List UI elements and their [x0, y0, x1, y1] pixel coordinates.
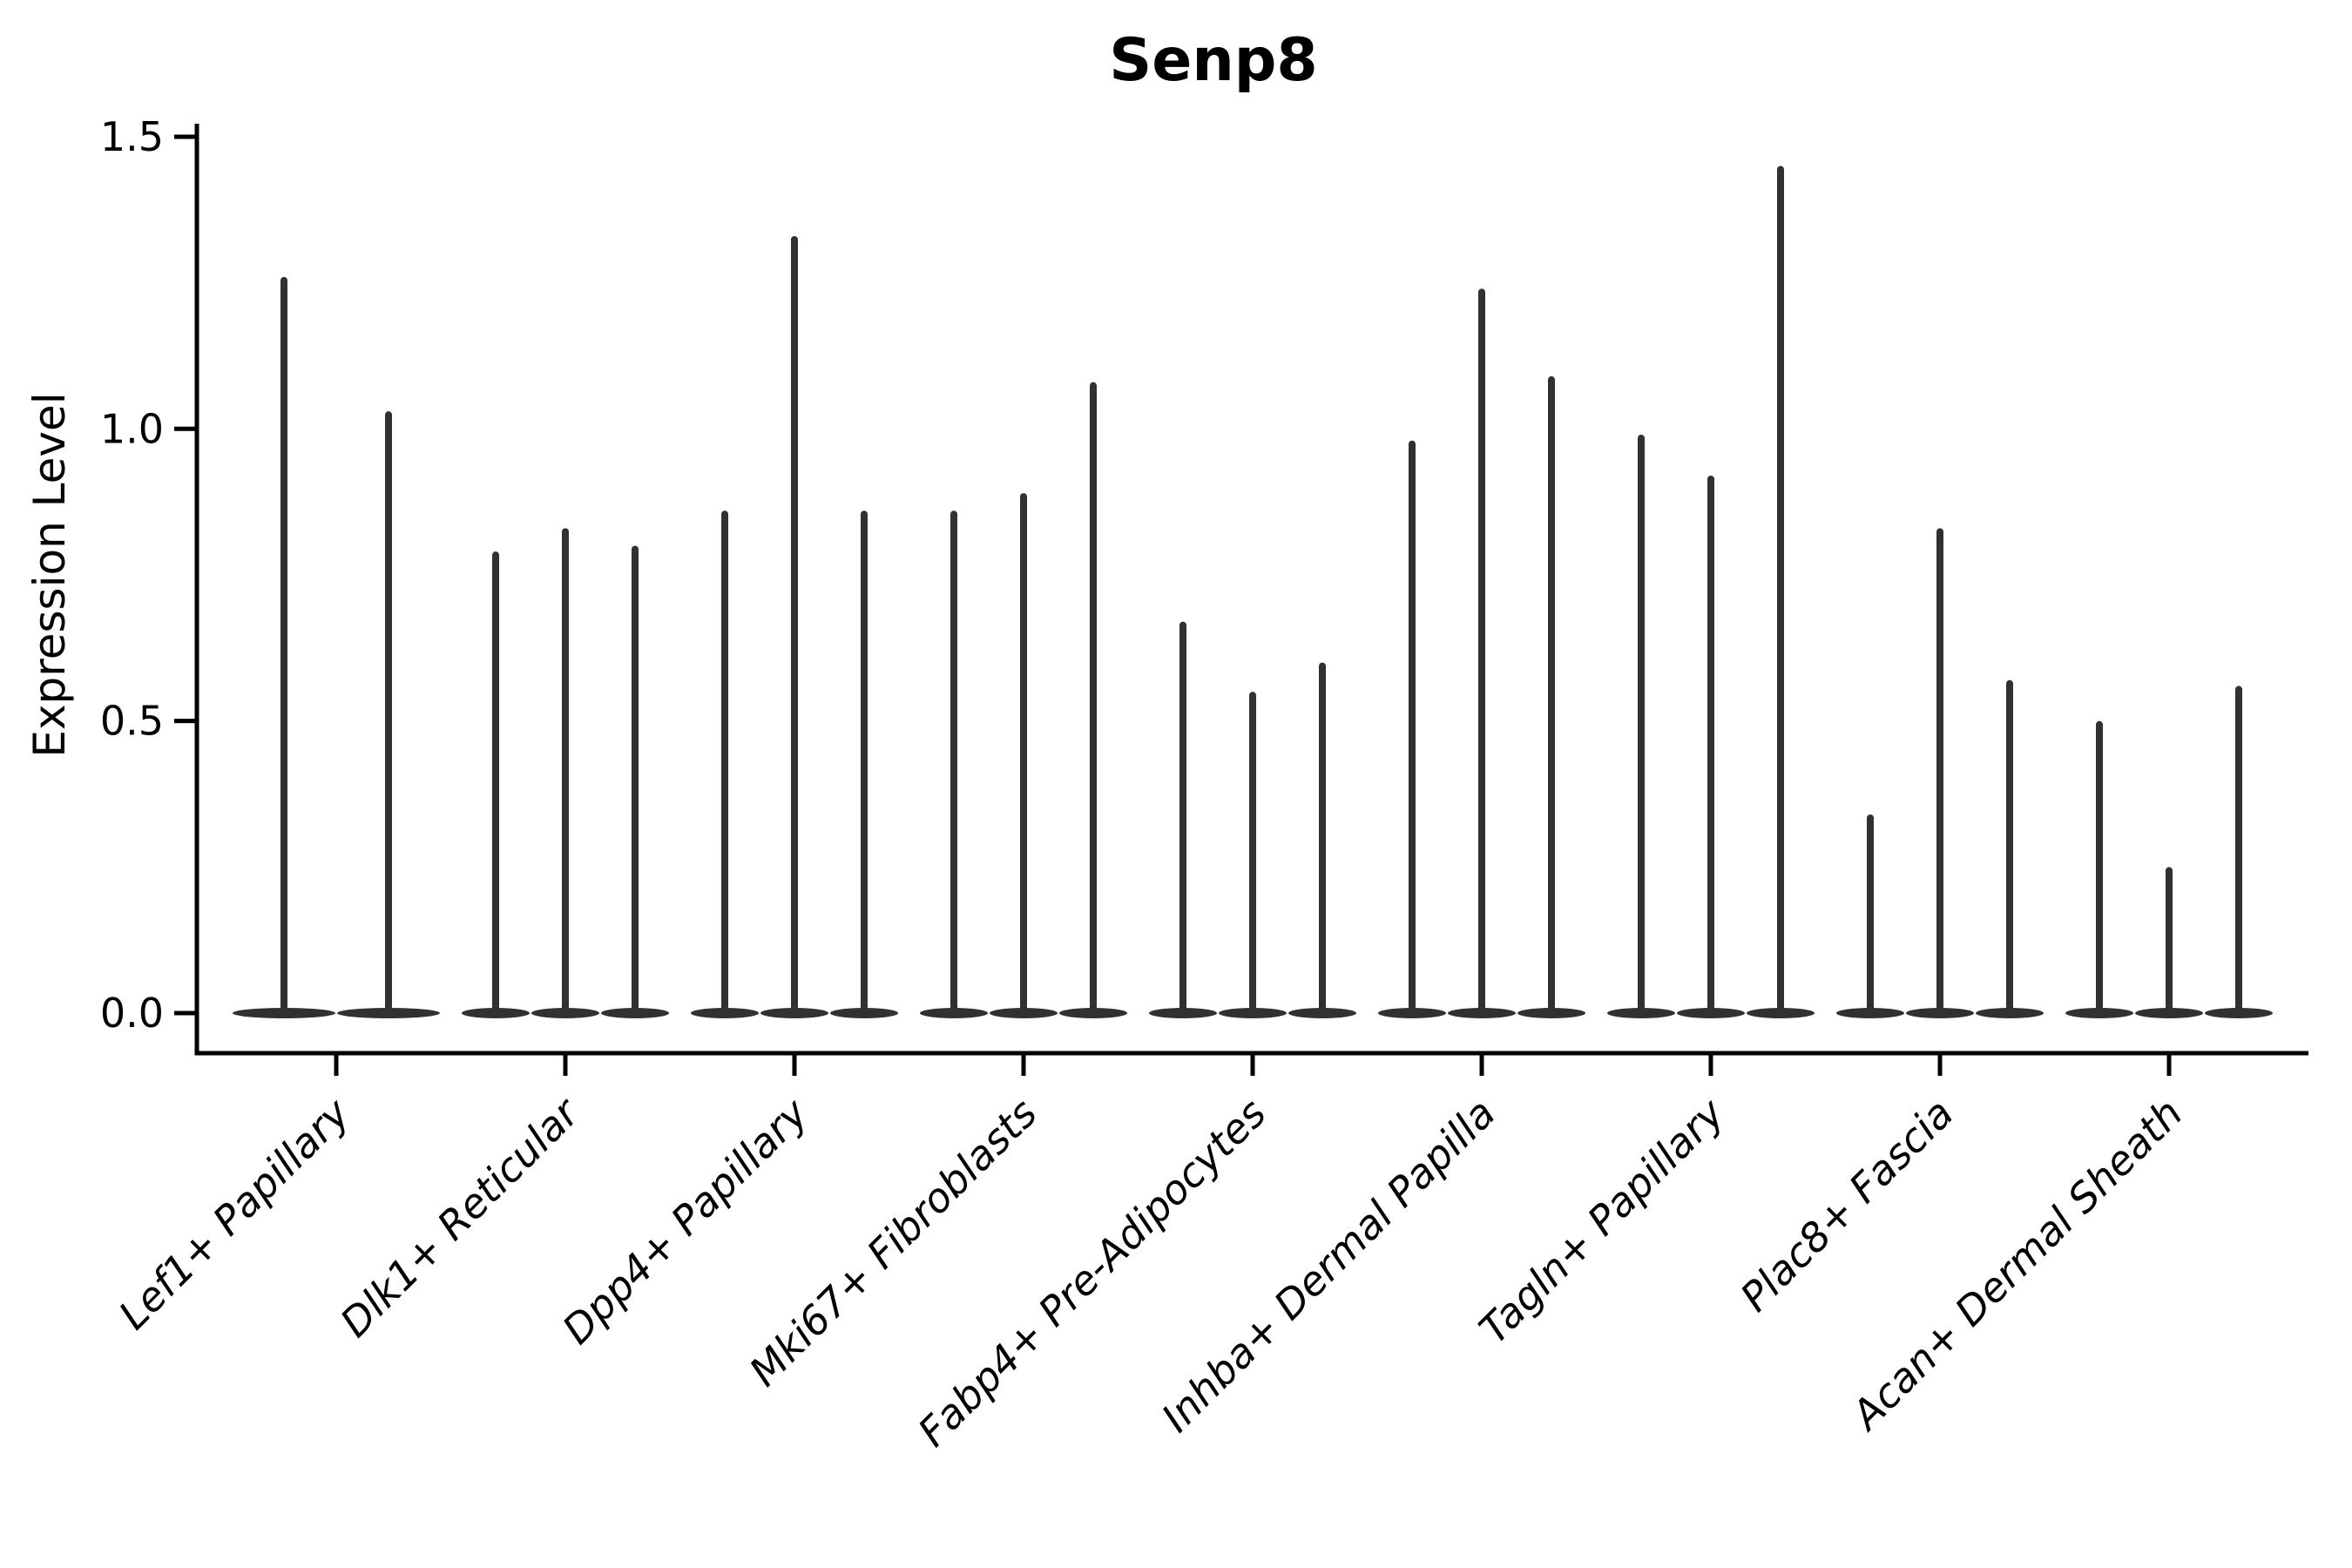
x-tick-label: Dlk1+ Reticular	[331, 1087, 590, 1346]
x-tick-label: Plac8+ Fascia	[1731, 1090, 1962, 1321]
x-tick-label: Lef1+ Papillary	[110, 1089, 359, 1338]
y-tick-label: 1.5	[100, 113, 164, 160]
y-tick-label: 0.0	[100, 990, 164, 1037]
x-tick-label: Tagln+ Papillary	[1470, 1089, 1734, 1353]
y-tick-label: 1.0	[100, 405, 164, 452]
x-tick-label: Dpp4+ Papillary	[553, 1089, 817, 1353]
y-tick-label: 0.5	[100, 698, 164, 745]
chart-title: Senp8	[1109, 26, 1318, 95]
